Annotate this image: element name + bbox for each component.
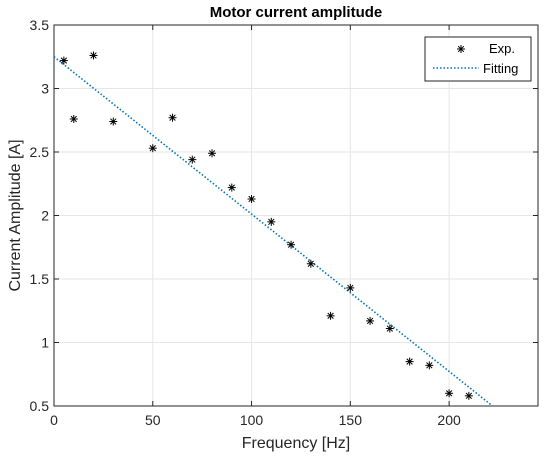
legend-box <box>424 36 532 82</box>
chart-title: Motor current amplitude <box>210 4 383 21</box>
legend: Exp. Fitting <box>424 36 532 82</box>
legend-marker-exp <box>457 45 465 53</box>
y-tick-label: 2.5 <box>30 144 50 160</box>
data-point-exp <box>227 183 236 192</box>
y-tick-label: 1.5 <box>30 271 50 287</box>
y-tick-label: 1 <box>41 335 49 351</box>
data-point-exp <box>208 149 217 158</box>
data-point-exp <box>148 144 157 153</box>
fitting-line <box>53 56 494 407</box>
y-tick-label: 3 <box>41 81 49 97</box>
grid-lines <box>53 24 538 407</box>
legend-asterisk-icon <box>457 45 465 53</box>
y-tick-label: 3.5 <box>30 17 50 33</box>
legend-label-fitting: Fitting <box>483 61 518 76</box>
data-point-exp <box>188 155 197 164</box>
y-tick-label: 0.5 <box>30 398 50 414</box>
data-point-exp <box>326 311 335 320</box>
x-tick-label: 150 <box>339 412 363 428</box>
data-point-exp <box>346 283 355 292</box>
data-point-exp <box>168 113 177 122</box>
data-point-exp <box>109 117 118 126</box>
data-point-exp <box>287 240 296 249</box>
x-tick-label: 100 <box>240 412 264 428</box>
data-point-exp <box>464 391 473 400</box>
data-point-exp <box>306 259 315 268</box>
tick-marks <box>53 24 538 407</box>
data-point-exp <box>69 114 78 123</box>
y-axis-label: Current Amplitude [A] <box>7 139 24 291</box>
legend-label-exp: Exp. <box>489 41 515 56</box>
x-tick-label: 200 <box>437 412 461 428</box>
data-point-exp <box>366 316 375 325</box>
data-point-exp <box>247 194 256 203</box>
data-point-exp <box>445 389 454 398</box>
data-point-exp <box>385 324 394 333</box>
data-point-exp <box>89 51 98 60</box>
x-tick-label: 0 <box>50 412 58 428</box>
data-point-exp <box>59 56 68 65</box>
series-layer <box>53 51 494 407</box>
data-point-exp <box>267 217 276 226</box>
x-tick-labels: 0 50 100 150 200 <box>50 412 461 428</box>
y-tick-label: 2 <box>41 208 49 224</box>
x-tick-label: 50 <box>145 412 161 428</box>
data-point-exp <box>425 361 434 370</box>
y-tick-labels: 0.5 1 1.5 2 2.5 3 3.5 <box>30 17 50 414</box>
data-point-exp <box>405 357 414 366</box>
x-axis-label: Frequency [Hz] <box>242 435 350 452</box>
